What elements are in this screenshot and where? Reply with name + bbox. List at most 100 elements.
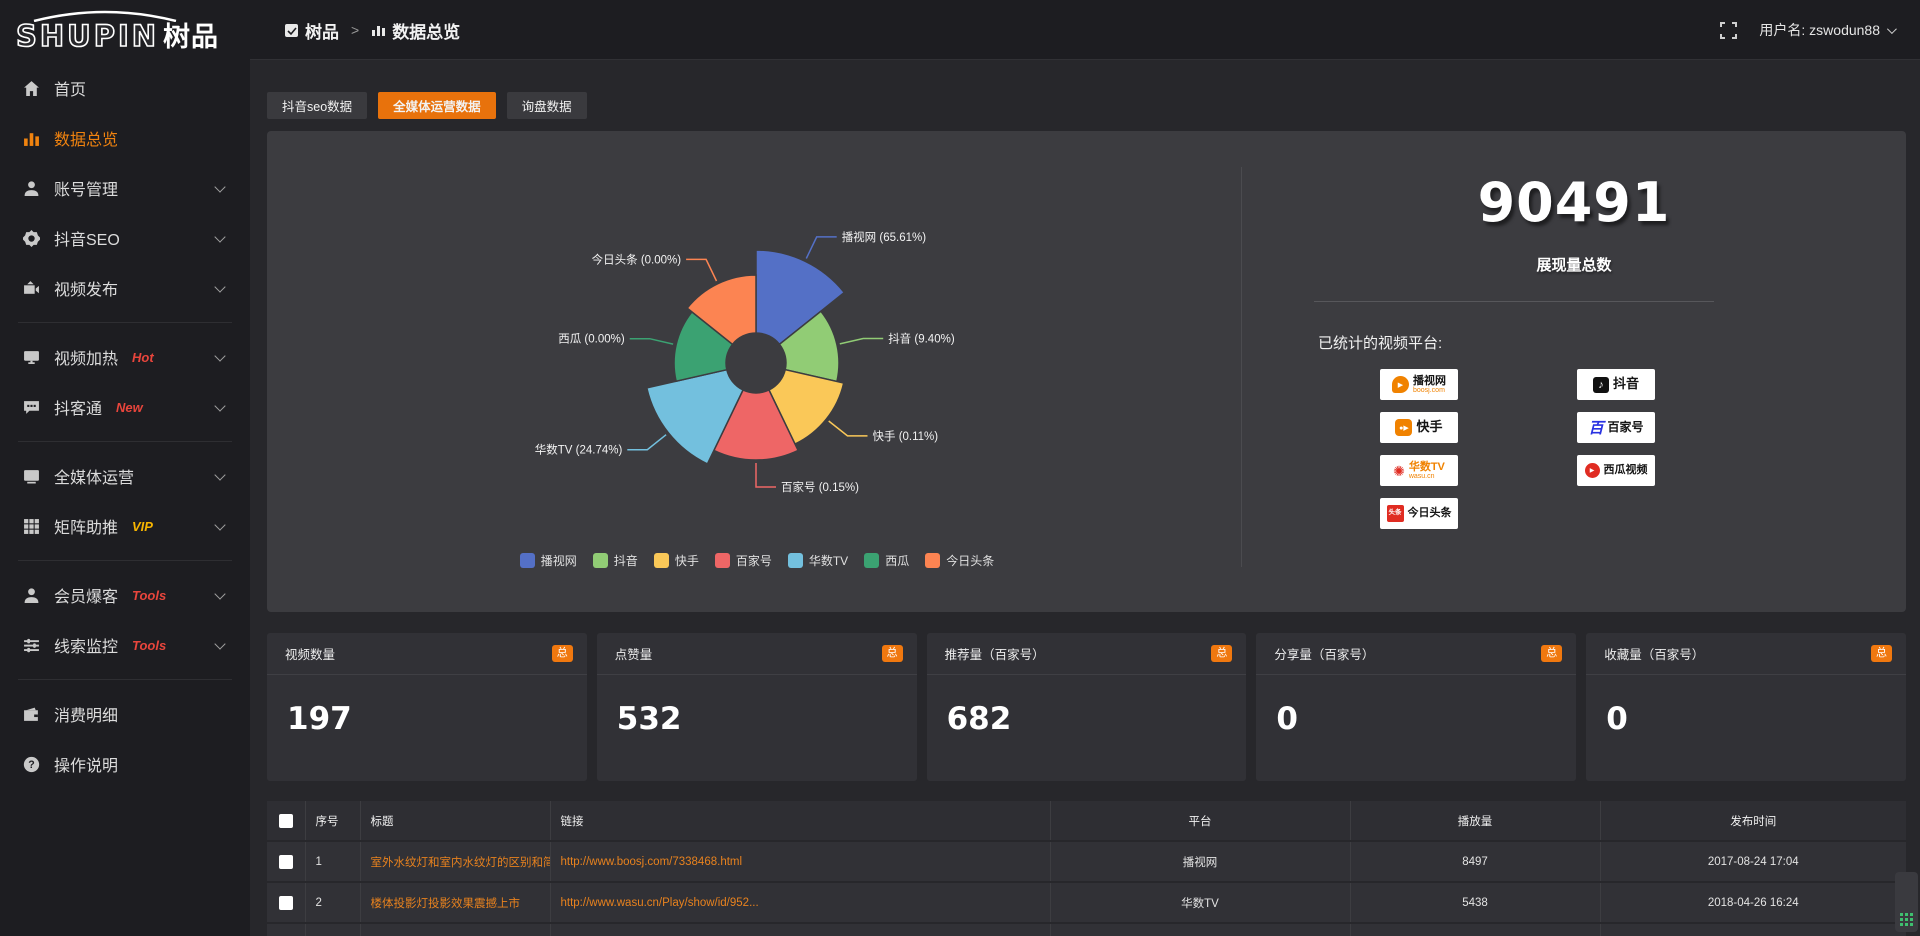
legend-item[interactable]: 西瓜 bbox=[864, 552, 909, 569]
monitor-play-icon bbox=[22, 348, 40, 366]
legend-item[interactable]: 快手 bbox=[653, 552, 699, 569]
breadcrumb-page[interactable]: 数据总览 bbox=[371, 18, 460, 43]
platform-rose-chart[interactable]: 播视网 (65.61%) 抖音 (9.40%) 快手 (0.11%) 百家号 (0.1… bbox=[267, 141, 1247, 573]
legend-swatch bbox=[864, 553, 880, 568]
video-upload-icon bbox=[22, 279, 40, 297]
video-title-link[interactable]: 室外水纹灯和室内水纹灯的区别和简介 bbox=[370, 856, 550, 869]
sidebar-item-consumption-details[interactable]: 消费明细 bbox=[0, 689, 250, 739]
row-checkbox[interactable] bbox=[278, 895, 293, 910]
tools-badge: Tools bbox=[132, 637, 167, 653]
app-square-icon bbox=[285, 23, 298, 37]
total-badge[interactable]: 总 bbox=[1211, 645, 1233, 662]
sidebar-item-home[interactable]: 首页 bbox=[0, 63, 250, 113]
stat-card-value: 682 bbox=[946, 701, 1012, 737]
stat-card-favorites: 收藏量（百家号） 总 0 bbox=[1586, 633, 1906, 781]
row-checkbox[interactable] bbox=[278, 854, 293, 869]
legend-item[interactable]: 播视网 bbox=[519, 552, 577, 569]
pie-slice[interactable]: 播视网 (65.61%) bbox=[755, 249, 846, 346]
chevron-down-icon bbox=[214, 230, 226, 243]
breadcrumb-app[interactable]: 树品 bbox=[284, 18, 339, 43]
label-line bbox=[828, 420, 868, 437]
pie-slice[interactable]: 今日头条 (0.00%) bbox=[686, 274, 757, 346]
select-all-checkbox[interactable] bbox=[278, 813, 293, 828]
stat-card-label: 推荐量（百家号） bbox=[944, 648, 1045, 662]
pie-label: 西瓜 (0.00%) bbox=[558, 333, 625, 346]
sidebar-divider bbox=[18, 441, 232, 442]
douyin-logo-icon: ♪ bbox=[1592, 376, 1609, 393]
overview-panel: 播视网 (65.61%) 抖音 (9.40%) 快手 (0.11%) 百家号 (0.1… bbox=[267, 131, 1906, 612]
impressions-total-value: 90491 bbox=[1477, 171, 1671, 234]
stat-card-value: 0 bbox=[1276, 701, 1298, 737]
sidebar-item-lead-monitoring[interactable]: 线索监控 Tools bbox=[0, 620, 250, 670]
panel-vertical-divider bbox=[1241, 167, 1242, 567]
sidebar-item-douyin-seo[interactable]: 抖音SEO bbox=[0, 213, 250, 263]
legend-swatch bbox=[519, 553, 535, 568]
breadcrumb-page-label: 数据总览 bbox=[392, 22, 461, 42]
impressions-total-label: 展现量总数 bbox=[1536, 257, 1612, 274]
chevron-down-icon bbox=[214, 349, 226, 362]
main-content: 抖音seo数据 全媒体运营数据 询盘数据 播视网 (65.61%) 抖音 (9.4… bbox=[250, 60, 1920, 936]
chart-legend: 播视网 抖音 快手 百家号 华数TV 西瓜 今日头条 bbox=[267, 552, 1247, 569]
platform-grid: ▶ 播视网 boosj.com ♪ 抖音 ●▶ 快手 百 百家号 ✺ 华数TV bbox=[1380, 369, 1906, 529]
tab-omnimedia-operation-data[interactable]: 全媒体运营数据 bbox=[378, 92, 496, 119]
video-title-link[interactable]: 楼体投影灯投影效果震撼上市 bbox=[370, 897, 521, 910]
bar-chart-icon bbox=[372, 26, 386, 36]
column-header-plays: 播放量 bbox=[1350, 801, 1601, 842]
video-url-link[interactable]: http://www.boosj.com/7338468.html bbox=[560, 855, 743, 868]
sidebar-item-omnimedia-operation[interactable]: 全媒体运营 bbox=[0, 451, 250, 501]
sidebar-item-video-publish[interactable]: 视频发布 bbox=[0, 263, 250, 313]
pie-slice[interactable]: 快手 (0.11%) bbox=[767, 368, 845, 446]
table-row: 1 室外水纹灯和室内水纹灯的区别和简介 http://www.boosj.com… bbox=[267, 841, 1906, 883]
sidebar-item-data-overview[interactable]: 数据总览 bbox=[0, 113, 250, 163]
pie-slice[interactable]: 华数TV (24.74%) bbox=[645, 368, 745, 465]
boosj-logo-icon: ▶ bbox=[1392, 376, 1409, 393]
total-badge[interactable]: 总 bbox=[1541, 645, 1563, 662]
stat-card-label: 分享量（百家号） bbox=[1274, 648, 1375, 662]
stat-card-label: 点赞量 bbox=[614, 648, 653, 662]
sidebar-item-video-heating[interactable]: 视频加热 Hot bbox=[0, 332, 250, 382]
logo-en: SHUPIN bbox=[15, 18, 160, 53]
user-menu[interactable]: 用户名: zswodun88 bbox=[1759, 20, 1897, 40]
legend-item[interactable]: 抖音 bbox=[592, 552, 638, 569]
sidebar-divider bbox=[18, 560, 232, 561]
tab-douyin-seo-data[interactable]: 抖音seo数据 bbox=[267, 92, 368, 119]
member-icon bbox=[22, 586, 40, 604]
legend-item[interactable]: 百家号 bbox=[714, 552, 772, 569]
hot-badge: Hot bbox=[132, 349, 154, 365]
fullscreen-icon[interactable] bbox=[1720, 21, 1738, 39]
sidebar-item-account-management[interactable]: 账号管理 bbox=[0, 163, 250, 213]
total-badge[interactable]: 总 bbox=[551, 645, 573, 662]
stat-card-likes: 点赞量 总 532 bbox=[596, 633, 917, 781]
toutiao-logo-icon: 头条 bbox=[1386, 505, 1404, 522]
platform-badge-xigua: ▶ 西瓜视频 bbox=[1577, 455, 1655, 486]
column-header-link: 链接 bbox=[550, 801, 1051, 842]
sidebar-item-instructions[interactable]: ? 操作说明 bbox=[0, 739, 250, 789]
stat-card-label: 视频数量 bbox=[285, 648, 336, 662]
pie-label: 播视网 (65.61%) bbox=[842, 230, 927, 244]
sidebar-item-member-baoke[interactable]: 会员爆客 Tools bbox=[0, 570, 250, 620]
total-badge[interactable]: 总 bbox=[1870, 645, 1892, 662]
logo-text: SHUPIN 树品 bbox=[15, 18, 219, 53]
platform-badge-kuaishou: ●▶ 快手 bbox=[1380, 412, 1458, 443]
home-icon bbox=[22, 79, 40, 97]
chevron-down-icon bbox=[214, 518, 226, 531]
floating-widget[interactable] bbox=[1895, 872, 1918, 932]
app-logo[interactable]: SHUPIN 树品 bbox=[0, 10, 250, 51]
tab-inquiry-data[interactable]: 询盘数据 bbox=[506, 92, 587, 119]
legend-item[interactable]: 华数TV bbox=[787, 552, 848, 569]
platforms-label: 已统计的视频平台: bbox=[1318, 335, 1443, 352]
stat-card-label: 收藏量（百家号） bbox=[1604, 648, 1705, 662]
video-url-link[interactable]: http://www.wasu.cn/Play/show/id/952... bbox=[560, 896, 759, 909]
xigua-logo-icon: ▶ bbox=[1584, 463, 1600, 478]
sidebar-item-douketong[interactable]: 抖客通 New bbox=[0, 382, 250, 432]
stat-card-shares: 分享量（百家号） 总 0 bbox=[1256, 633, 1577, 781]
sidebar-divider bbox=[18, 679, 232, 680]
screen-icon bbox=[22, 467, 40, 485]
total-badge[interactable]: 总 bbox=[881, 645, 903, 662]
stat-card-value: 197 bbox=[287, 701, 352, 737]
legend-item[interactable]: 今日头条 bbox=[925, 552, 994, 569]
baijiahao-logo-icon: 百 bbox=[1588, 420, 1604, 437]
chevron-down-icon bbox=[214, 637, 226, 650]
chevron-down-icon bbox=[214, 399, 226, 412]
sidebar-item-matrix-boost[interactable]: 矩阵助推 VIP bbox=[0, 501, 250, 551]
